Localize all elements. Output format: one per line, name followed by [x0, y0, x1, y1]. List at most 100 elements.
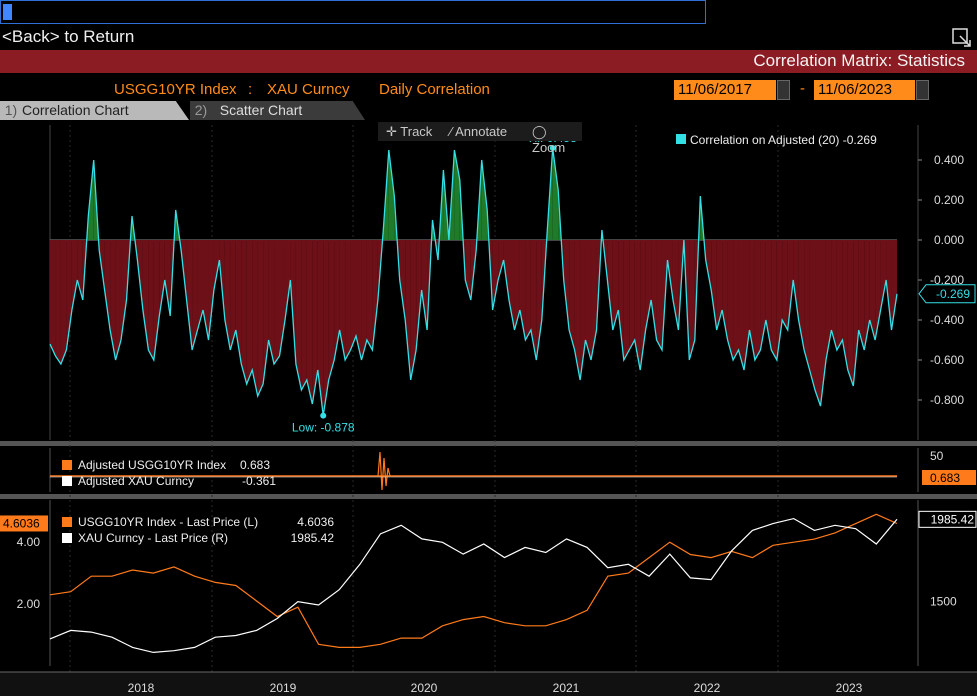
negative-fill [765, 240, 772, 350]
command-line-input[interactable] [0, 0, 706, 24]
negative-fill [153, 240, 160, 360]
yield-price-line [49, 513, 898, 649]
negative-fill [722, 240, 728, 340]
tab-label: Scatter Chart [219, 102, 303, 118]
zoom-label: Zoom [532, 140, 566, 155]
negative-fill [159, 240, 165, 316]
x-tick-label: 2023 [836, 681, 863, 695]
low-annotation: Low: -0.878 [292, 421, 355, 435]
end-date-field[interactable]: 11/06/2023 [814, 80, 915, 100]
negative-fill [312, 240, 318, 404]
adjusted-y-tick: 50 [930, 449, 944, 463]
window-resize-icon[interactable] [952, 28, 972, 48]
start-date-field[interactable]: 11/06/2017 [674, 80, 776, 100]
negative-fill [640, 240, 646, 370]
price-legend-name: XAU Curncy - Last Price (R) [78, 531, 228, 545]
negative-fill [126, 240, 131, 300]
x-tick-label: 2022 [694, 681, 721, 695]
negative-fill [831, 240, 837, 350]
security-separator: : [248, 81, 253, 98]
positive-fill [439, 170, 444, 240]
negative-fill [203, 240, 209, 340]
negative-fill [771, 240, 777, 360]
tab-label: Correlation Chart [22, 102, 129, 118]
low-marker [320, 412, 327, 419]
x-tick-label: 2018 [128, 681, 155, 695]
calendar-icon[interactable] [916, 80, 929, 100]
negative-fill [98, 240, 100, 250]
negative-fill [192, 240, 198, 350]
positive-fill [487, 210, 489, 240]
positive-fill [93, 160, 99, 240]
negative-fill [858, 240, 865, 350]
negative-fill [869, 240, 876, 340]
positive-fill [432, 220, 436, 240]
negative-fill [356, 240, 362, 360]
price-legend-value: 1985.42 [291, 531, 335, 545]
negative-fill [618, 240, 624, 360]
tab-correlation-chart[interactable]: 1) Correlation Chart [0, 101, 189, 120]
left-last-label: 4.6036 [3, 516, 40, 530]
back-link[interactable]: <Back> to Return [2, 27, 135, 46]
negative-fill [880, 240, 887, 310]
negative-fill [142, 240, 149, 350]
x-tick-label: 2020 [411, 681, 438, 695]
x-tick-label: 2021 [553, 681, 580, 695]
positive-fill [601, 230, 604, 240]
negative-fill [317, 240, 324, 416]
negative-fill [397, 240, 400, 280]
adjusted-legend-name: Adjusted XAU Curncy [78, 474, 194, 488]
positive-fill [454, 150, 460, 240]
negative-fill [399, 240, 406, 320]
y-tick-label: -0.600 [930, 353, 964, 367]
negative-fill [738, 240, 744, 370]
negative-fill [241, 240, 247, 384]
calendar-icon[interactable] [777, 80, 790, 100]
zoom-button[interactable]: ◯ Zoom [532, 124, 566, 155]
correlation-series-line [49, 147, 898, 416]
negative-fill [306, 240, 313, 404]
negative-fill [607, 240, 613, 330]
legend-swatch [62, 533, 72, 543]
negative-fill [179, 240, 182, 250]
negative-fill [704, 240, 706, 260]
tab-scatter-chart[interactable]: 2) Scatter Chart [190, 101, 365, 120]
track-button[interactable]: ✛ Track [386, 124, 433, 139]
security-2[interactable]: XAU Curncy [267, 81, 350, 98]
annotate-button[interactable]: ⁄ Annotate [450, 124, 508, 139]
panel-divider[interactable] [0, 441, 977, 446]
negative-fill [104, 240, 111, 330]
negative-fill [689, 240, 695, 360]
positive-fill [443, 170, 449, 240]
negative-fill [645, 240, 652, 330]
negative-fill [410, 240, 417, 380]
negative-fill [536, 240, 542, 360]
positive-fill [382, 230, 384, 240]
negative-fill [782, 240, 788, 330]
negative-fill [825, 240, 832, 360]
panel-divider[interactable] [0, 494, 977, 499]
negative-fill [230, 240, 236, 350]
negative-fill [164, 240, 171, 316]
negative-fill [366, 240, 373, 350]
negative-fill [181, 240, 187, 300]
negative-fill [334, 240, 340, 360]
negative-fill [82, 240, 87, 300]
negative-fill [733, 240, 739, 360]
correlation-type-dropdown[interactable]: Daily Correlation [379, 81, 490, 98]
security-1[interactable]: USGG10YR Index [114, 81, 237, 98]
x-tick-label: 2019 [270, 681, 297, 695]
x-axis-band [0, 672, 977, 696]
negative-fill [66, 240, 72, 350]
date-separator: - [800, 80, 805, 97]
negative-fill [749, 240, 755, 360]
negative-fill [667, 240, 673, 300]
negative-fill [246, 240, 253, 384]
negative-fill [541, 240, 547, 320]
negative-fill [50, 240, 56, 356]
positive-fill [547, 148, 553, 240]
negative-fill [488, 240, 493, 310]
positive-fill [88, 160, 94, 240]
positive-fill [476, 160, 482, 240]
